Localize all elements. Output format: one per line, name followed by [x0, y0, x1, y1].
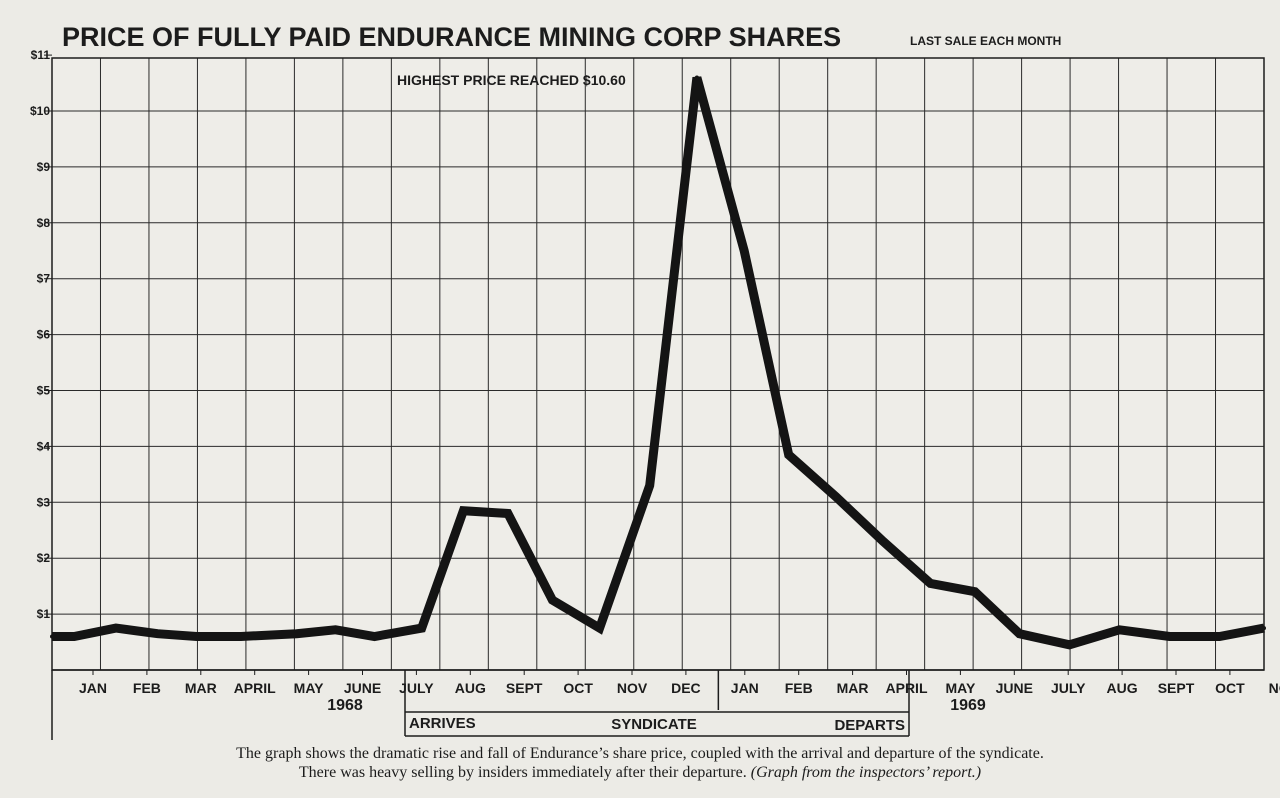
data-point	[1017, 631, 1022, 636]
data-point	[239, 634, 243, 639]
x-tick-label: NOV	[617, 680, 648, 696]
data-point	[1217, 634, 1222, 639]
caption: The graph shows the dramatic rise and fa…	[0, 744, 1280, 782]
y-tick-label: $3	[37, 495, 51, 509]
x-tick-label: MAR	[185, 680, 217, 696]
y-tick-label: $4	[37, 439, 51, 453]
x-tick-label: JUNE	[996, 680, 1033, 696]
data-point	[113, 626, 118, 631]
y-tick-label: $7	[37, 272, 51, 286]
data-point	[742, 248, 747, 253]
x-tick-label: FEB	[785, 680, 813, 696]
x-tick-label: OCT	[563, 680, 593, 696]
y-tick-label: $8	[37, 216, 51, 230]
year-label: 1968	[327, 697, 363, 714]
year-label: 1969	[950, 697, 986, 714]
chart-subtitle: LAST SALE EACH MONTH	[910, 34, 1061, 48]
x-tick-label: APRIL	[234, 680, 276, 696]
data-point	[194, 634, 199, 639]
x-tick-label: AUG	[1107, 680, 1138, 696]
data-point	[50, 634, 54, 639]
data-point	[461, 508, 466, 513]
x-tick-label: MAR	[837, 680, 869, 696]
data-point	[294, 631, 299, 636]
y-tick-label: $6	[37, 328, 51, 342]
x-tick-label: JULY	[399, 680, 434, 696]
data-point	[786, 452, 791, 457]
data-point	[647, 483, 652, 488]
x-tick-label: MAY	[945, 680, 975, 696]
x-tick-label: JAN	[79, 680, 107, 696]
x-tick-label: JUNE	[344, 680, 381, 696]
data-point	[928, 581, 933, 586]
data-point	[72, 634, 77, 639]
data-point	[1067, 642, 1072, 647]
data-point	[419, 626, 424, 631]
data-point	[597, 626, 602, 631]
caption-line-2-text: There was heavy selling by insiders imme…	[298, 764, 751, 781]
annotation-arrives: ARRIVES	[409, 715, 476, 732]
series-line	[52, 76, 1265, 650]
x-tick-label: SEPT	[506, 680, 543, 696]
plot-area	[52, 58, 1264, 670]
x-tick-label: JAN	[731, 680, 759, 696]
y-tick-label: $9	[37, 160, 51, 174]
x-tick-label: NOV	[1269, 680, 1280, 696]
chart-title: PRICE OF FULLY PAID ENDURANCE MINING COR…	[62, 22, 841, 52]
data-point	[881, 539, 886, 544]
data-point	[505, 511, 510, 516]
annotation-syndicate: SYNDICATE	[611, 716, 697, 733]
y-tick-label: $1	[37, 607, 51, 621]
annotation-departs: DEPARTS	[834, 717, 905, 734]
y-tick-label: $5	[37, 384, 51, 398]
data-point	[155, 631, 160, 636]
data-point	[372, 634, 377, 639]
x-tick-label: OCT	[1215, 680, 1245, 696]
y-tick-label: $10	[30, 104, 50, 118]
x-tick-label: JULY	[1051, 680, 1086, 696]
caption-line-1: The graph shows the dramatic rise and fa…	[236, 745, 1044, 762]
caption-line-2: There was heavy selling by insiders imme…	[0, 763, 1280, 782]
y-tick-label: $11	[31, 48, 51, 62]
data-point	[833, 494, 838, 499]
data-point	[333, 627, 338, 632]
data-point	[550, 598, 555, 603]
x-tick-label: FEB	[133, 680, 161, 696]
data-point	[1117, 627, 1122, 632]
x-tick-label: MAY	[294, 680, 324, 696]
data-point	[1262, 626, 1266, 631]
annotation-highest-price: HIGHEST PRICE REACHED $10.60	[397, 72, 626, 88]
caption-source: (Graph from the inspectors’ report.)	[750, 764, 982, 781]
y-tick-label: $2	[37, 551, 51, 565]
data-point	[1167, 634, 1172, 639]
data-point	[972, 589, 977, 594]
x-tick-label: DEC	[671, 680, 701, 696]
data-point	[694, 75, 699, 80]
x-tick-label: APRIL	[886, 680, 928, 696]
x-tick-label: SEPT	[1158, 680, 1195, 696]
x-tick-label: AUG	[455, 680, 486, 696]
